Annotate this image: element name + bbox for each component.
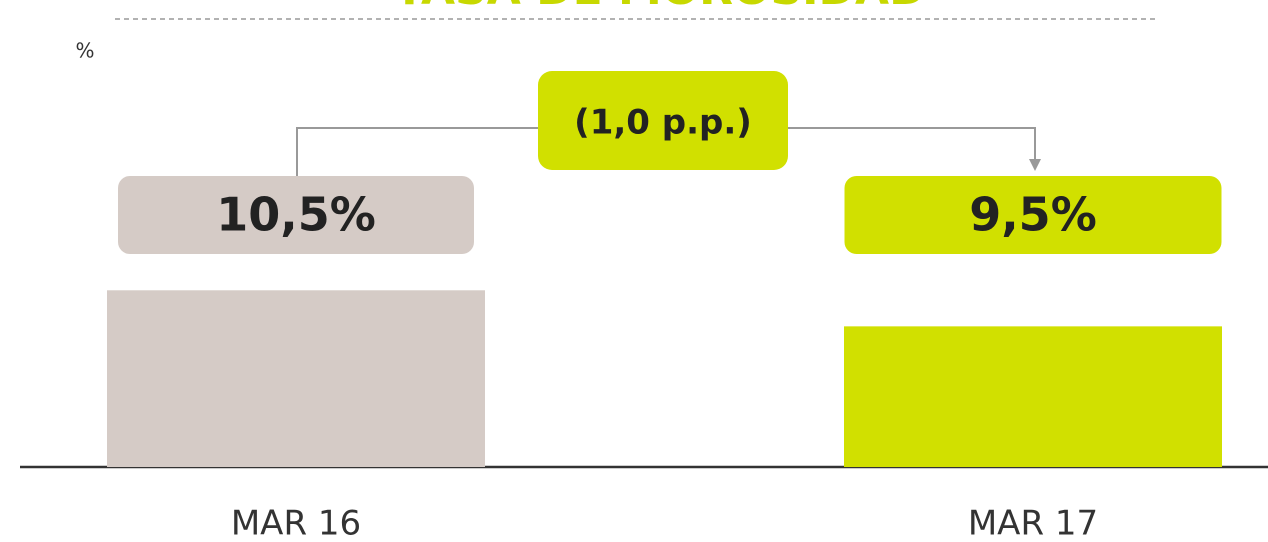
x-tick-label: MAR 17 [968,504,1098,542]
value-label-box [844,176,1222,254]
value-label-box [118,176,474,254]
x-tick-label: MAR 16 [231,504,361,542]
unit-label: % [75,39,94,63]
arrow-head [1029,159,1041,171]
bar [844,326,1222,467]
chart-title: TASA DE MOROSIDAD [394,0,925,15]
value-label: 10,5% [216,188,376,242]
bar [107,290,485,467]
annotation: (1,0 p.p.) [574,103,752,143]
value-label: 9,5% [969,188,1097,242]
annotation-box [538,71,788,170]
connector [296,127,1036,176]
